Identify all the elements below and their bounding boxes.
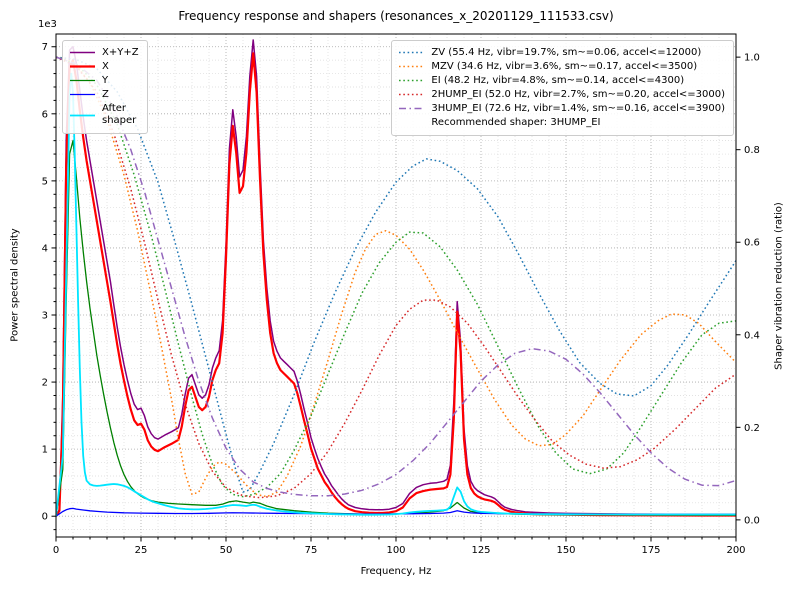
legend-item-label: Recommended shaper: 3HUMP_EI [431, 116, 601, 128]
legend-item-label: 2HUMP_EI (52.0 Hz, vibr=2.7%, sm~=0.20, … [431, 88, 725, 100]
svg-text:7: 7 [42, 42, 48, 53]
svg-text:200: 200 [726, 545, 745, 556]
svg-text:0.6: 0.6 [744, 238, 760, 249]
legend-item-label: EI (48.2 Hz, vibr=4.8%, sm~=0.14, accel<… [431, 74, 685, 86]
series-x [56, 52, 736, 517]
after-shaper-legend-line [70, 114, 95, 116]
legend-line-blank [398, 117, 425, 128]
x-axis-label: Frequency, Hz [360, 566, 432, 577]
svg-text:1: 1 [42, 445, 48, 456]
legend-item-zv: ZV (55.4 Hz, vibr=19.7%, sm~=0.06, accel… [398, 47, 725, 60]
legend-item-3hump-ei: 3HUMP_EI (72.6 Hz, vibr=1.4%, sm~=0.16, … [398, 103, 725, 116]
svg-text:150: 150 [556, 545, 575, 556]
svg-text:75: 75 [305, 545, 318, 556]
legend-item-y: Y [69, 75, 139, 88]
legend-item-2hump-ei: 2HUMP_EI (52.0 Hz, vibr=2.7%, sm~=0.20, … [398, 89, 725, 102]
y-axis-label-left: Power spectral density [9, 228, 21, 342]
series-3hump-ei [56, 56, 736, 497]
svg-text:0.2: 0.2 [744, 423, 760, 434]
legend-item-ei: EI (48.2 Hz, vibr=4.8%, sm~=0.14, accel<… [398, 75, 725, 88]
zv-legend-line [399, 52, 425, 54]
series-x-y-z [56, 39, 736, 517]
2hump-ei-legend-line [399, 94, 425, 96]
svg-text:0: 0 [42, 512, 48, 523]
svg-text:6: 6 [42, 109, 48, 120]
mzv-legend-line [399, 66, 425, 68]
legend-item-label: Z [102, 88, 109, 100]
svg-text:4: 4 [42, 243, 48, 254]
svg-text:5: 5 [42, 176, 48, 187]
x-legend-line [70, 65, 95, 68]
legend-item-label: After shaper [102, 102, 137, 127]
legend-item-label: X [102, 60, 109, 72]
y-axis-offset-label: 1e3 [38, 19, 57, 30]
tick-labels: 0 25 50 75 100 125 150 175 200 0 1 2 3 4 5 6 7 0.0 0.2 0.4 0… [42, 42, 760, 556]
ei-legend-line [399, 80, 425, 82]
svg-text:0.4: 0.4 [744, 330, 760, 341]
legend-shapers: ZV (55.4 Hz, vibr=19.7%, sm~=0.06, accel… [391, 40, 734, 136]
legend-item-label: Y [102, 74, 109, 86]
x-y-z-legend-line [70, 52, 95, 54]
legend-item-label: ZV (55.4 Hz, vibr=19.7%, sm~=0.06, accel… [431, 46, 702, 58]
chart-title: Frequency response and shapers (resonanc… [178, 9, 614, 23]
series-z [56, 507, 736, 517]
legend-item-x: X [69, 61, 139, 74]
legend-item-label: X+Y+Z [102, 46, 139, 58]
legend-item-note: Recommended shaper: 3HUMP_EI [398, 117, 725, 130]
svg-text:0.8: 0.8 [744, 145, 760, 156]
series-mzv [56, 56, 736, 498]
axis-ticks [51, 46, 741, 542]
svg-text:50: 50 [220, 545, 233, 556]
series-y [56, 139, 736, 517]
series-ei [56, 56, 736, 498]
legend-item-z: Z [69, 89, 139, 102]
svg-text:3: 3 [42, 311, 48, 322]
3hump-ei-legend-line [399, 108, 425, 110]
series-after-shaper [56, 72, 736, 517]
legend-item-x-y-z: X+Y+Z [69, 47, 139, 60]
svg-text:1.0: 1.0 [744, 53, 760, 64]
legend-item-mzv: MZV (34.6 Hz, vibr=3.6%, sm~=0.17, accel… [398, 61, 725, 74]
y-axis-label-right: Shaper vibration reduction (ratio) [773, 202, 785, 370]
svg-text:25: 25 [135, 545, 148, 556]
svg-text:100: 100 [386, 545, 405, 556]
svg-text:0.0: 0.0 [744, 515, 760, 526]
z-legend-line [70, 94, 95, 96]
svg-text:125: 125 [471, 545, 490, 556]
series [56, 39, 736, 517]
legend-psd: X+Y+Z X Y Z After shaper [62, 40, 148, 134]
svg-text:0: 0 [53, 545, 59, 556]
legend-item-label: MZV (34.6 Hz, vibr=3.6%, sm~=0.17, accel… [431, 60, 698, 72]
legend-item-label: 3HUMP_EI (72.6 Hz, vibr=1.4%, sm~=0.16, … [431, 102, 725, 114]
svg-text:2: 2 [42, 378, 48, 389]
legend-item-after-shaper: After shaper [69, 103, 139, 128]
y-legend-line [70, 80, 95, 82]
svg-text:175: 175 [641, 545, 660, 556]
